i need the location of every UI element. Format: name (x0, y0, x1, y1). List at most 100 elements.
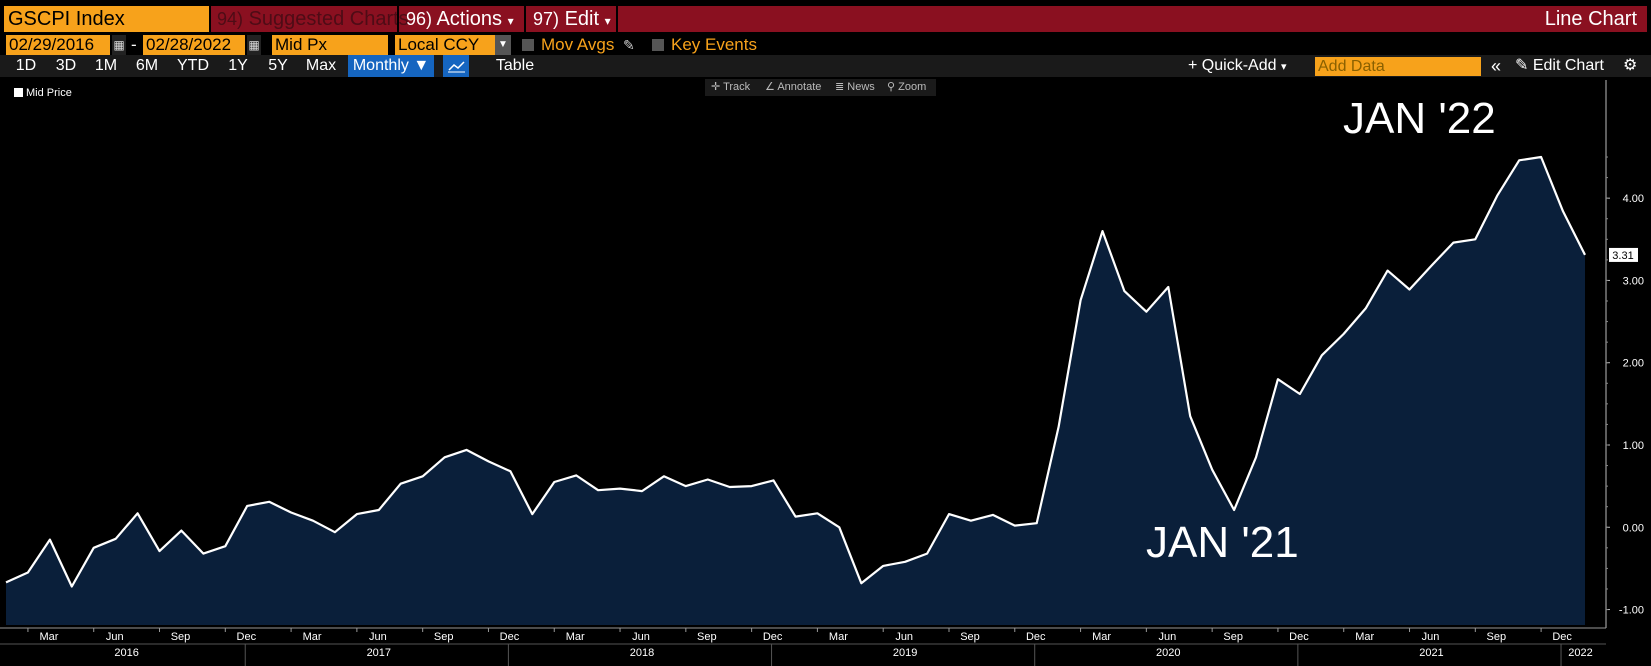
data-point (1123, 290, 1125, 292)
timeframe-5y[interactable]: 5Y (268, 57, 288, 74)
data-point (115, 538, 117, 540)
zoom-icon: ⚲ (887, 81, 896, 93)
menu-divider (616, 6, 618, 32)
timeframe-ytd[interactable]: YTD (177, 57, 209, 74)
caret-down-icon: ▾ (604, 14, 611, 28)
annotate-tool[interactable]: ∠ Annotate (765, 79, 821, 96)
data-point (158, 550, 160, 552)
quick-add-button[interactable]: + Quick-Add ▾ (1188, 55, 1286, 77)
x-tick-label: Dec (1552, 631, 1572, 643)
x-tick-label: Dec (763, 631, 783, 643)
data-point (1145, 311, 1147, 313)
pencil-icon[interactable]: ✎ (623, 37, 635, 53)
year-label: 2018 (630, 647, 654, 659)
settings-gear-icon[interactable]: ⚙ (1623, 57, 1638, 74)
data-point (1518, 159, 1520, 161)
news-tool[interactable]: ≣ News (835, 79, 875, 96)
data-point (1255, 456, 1257, 458)
add-data-input[interactable]: Add Data (1315, 57, 1481, 76)
actions-menu[interactable]: 96) Actions ▾ (400, 6, 520, 32)
price-field[interactable]: Mid Px (272, 35, 388, 55)
period-dropdown[interactable]: Monthly ▼ (348, 55, 434, 77)
key-events-checkbox[interactable] (652, 39, 664, 51)
edit-menu[interactable]: 97) Edit ▾ (527, 6, 617, 32)
legend-label: Mid Price (26, 87, 72, 99)
data-point (729, 486, 731, 488)
timeframe-max[interactable]: Max (305, 57, 337, 74)
data-point (553, 481, 555, 483)
timeframe-6m[interactable]: 6M (135, 57, 159, 74)
menu-label: Edit (564, 8, 600, 30)
x-tick-label: Sep (697, 631, 717, 643)
edit-chart-button[interactable]: ✎ Edit Chart (1515, 57, 1604, 74)
data-point (1430, 264, 1432, 266)
x-tick-label: Mar (1092, 631, 1111, 643)
data-point (882, 565, 884, 567)
menu-strip: 94) Suggested Charts 96) Actions ▾ 97) E… (211, 6, 1647, 32)
x-tick-label: Jun (1422, 631, 1440, 643)
data-point (838, 526, 840, 528)
data-point (1386, 269, 1388, 271)
year-label: 2017 (367, 647, 391, 659)
y-tick-label: 0.00 (1623, 522, 1644, 534)
data-point (1343, 333, 1345, 335)
collapse-icon[interactable]: « (1491, 56, 1502, 76)
calendar-icon[interactable]: ▦ (247, 35, 261, 55)
mov-avgs-checkbox[interactable] (522, 39, 534, 51)
data-point (246, 505, 248, 507)
data-point (312, 520, 314, 522)
x-tick-label: Mar (39, 631, 58, 643)
data-point (1452, 241, 1454, 243)
data-point (5, 581, 7, 583)
calendar-icon[interactable]: ▦ (112, 35, 126, 55)
ticker-field[interactable]: GSCPI Index (4, 6, 209, 32)
data-point (1321, 354, 1323, 356)
x-tick-label: Sep (1223, 631, 1243, 643)
chart-tools-bar: ✛ Track ∠ Annotate ≣ News ⚲ Zoom (705, 79, 936, 96)
zoom-tool[interactable]: ⚲ Zoom (887, 79, 926, 96)
chart-legend[interactable]: Mid Price (14, 87, 72, 99)
timeframe-1d[interactable]: 1D (15, 57, 37, 74)
data-point (400, 483, 402, 485)
quick-add-label: + Quick-Add (1188, 57, 1277, 74)
data-point (1189, 415, 1191, 417)
x-tick-label: Dec (1289, 631, 1309, 643)
currency-field[interactable]: Local CCY (395, 35, 495, 55)
mov-avgs-label[interactable]: Mov Avgs (541, 35, 615, 54)
annotation-jan-21: JAN '21 (1146, 518, 1299, 567)
end-date-field[interactable]: 02/28/2022 (143, 35, 245, 55)
menu-number: 94) (217, 9, 244, 29)
x-tick-label: Dec (237, 631, 257, 643)
year-label: 2020 (1156, 647, 1180, 659)
track-tool[interactable]: ✛ Track (711, 79, 750, 96)
table-button[interactable]: Table (495, 57, 535, 74)
line-chart-icon[interactable] (443, 55, 469, 77)
caret-down-icon: ▾ (1280, 61, 1287, 73)
menu-number: 96) (406, 9, 433, 29)
annotation-jan-22: JAN '22 (1343, 94, 1496, 143)
timeframe-3d[interactable]: 3D (55, 57, 77, 74)
menu-label: Suggested Charts (248, 8, 409, 30)
data-point (1036, 522, 1038, 524)
key-events-label[interactable]: Key Events (671, 35, 757, 54)
timeframe-1y[interactable]: 1Y (228, 57, 248, 74)
data-point (970, 520, 972, 522)
x-tick-label: Jun (369, 631, 387, 643)
x-tick-label: Jun (106, 631, 124, 643)
chevron-down-icon[interactable]: ▼ (495, 35, 511, 55)
data-point (948, 513, 950, 515)
y-tick-label: 4.00 (1623, 193, 1644, 205)
timeframe-1m[interactable]: 1M (94, 57, 118, 74)
data-point (750, 485, 752, 487)
data-point (290, 511, 292, 513)
x-tick-label: Dec (1026, 631, 1046, 643)
x-tick-label: Sep (1487, 631, 1507, 643)
data-point (356, 513, 358, 515)
data-point (1167, 286, 1169, 288)
start-date-field[interactable]: 02/29/2016 (6, 35, 110, 55)
news-label: News (847, 81, 875, 93)
data-point (1365, 307, 1367, 309)
data-point (663, 475, 665, 477)
suggested-charts-menu[interactable]: 94) Suggested Charts (211, 6, 415, 32)
data-point (992, 514, 994, 516)
